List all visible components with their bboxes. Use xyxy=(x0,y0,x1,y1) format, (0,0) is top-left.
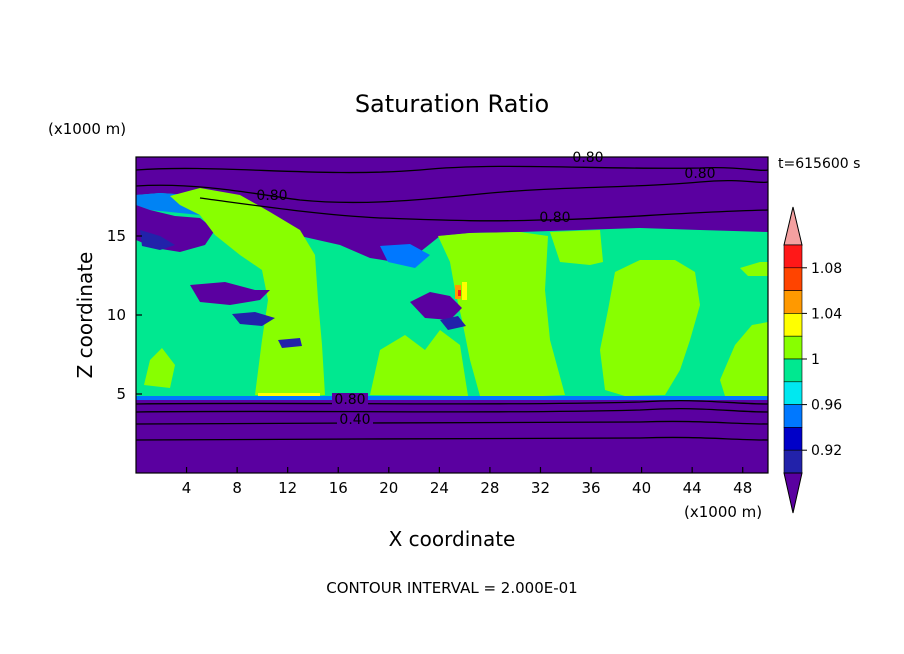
contour-interval-footer: CONTOUR INTERVAL = 2.000E-01 xyxy=(326,579,577,597)
colorbar-band xyxy=(783,335,803,360)
contour-label: 0.80 xyxy=(539,210,570,226)
dry-pocket-6 xyxy=(440,316,466,330)
x-tick-label: 12 xyxy=(278,479,297,497)
x-tick-label: 32 xyxy=(531,479,550,497)
colorbar-band xyxy=(783,427,803,451)
colorbar-band xyxy=(783,290,803,314)
colorbar-tick-label: 1 xyxy=(811,352,820,368)
contour-label: 0.80 xyxy=(334,392,365,408)
x-tick-label: 28 xyxy=(480,479,499,497)
colorbar-tick-label: 1.04 xyxy=(811,306,842,322)
x-axis-label: X coordinate xyxy=(389,527,516,551)
y-tick-label: 5 xyxy=(116,385,126,403)
colorbar-band xyxy=(783,381,803,405)
contour-label: 0.80 xyxy=(572,150,603,166)
cloud-3 xyxy=(550,230,603,265)
dry-pocket-3 xyxy=(232,312,275,326)
contour-label: 0.80 xyxy=(684,166,715,182)
dry-pocket-2 xyxy=(410,292,462,320)
y-axis-ticks: 5 10 15 xyxy=(107,227,142,403)
colorbar-tick-label: 0.92 xyxy=(811,443,842,459)
colorbar-tick-label: 1.08 xyxy=(811,261,842,277)
cloud-8 xyxy=(740,262,768,276)
contour-label-bg xyxy=(332,393,368,407)
colorbar-band xyxy=(783,244,803,269)
y-unit-label: (x1000 m) xyxy=(48,120,126,138)
chart-title: Saturation Ratio xyxy=(355,90,549,118)
x-tick-label: 20 xyxy=(379,479,398,497)
colorbar: 0.92 0.96 1 1.04 1.08 xyxy=(783,206,842,514)
x-tick-label: 44 xyxy=(683,479,702,497)
y-tick-label: 15 xyxy=(107,227,126,245)
time-label: t=615600 s xyxy=(778,156,860,172)
cloud-4 xyxy=(600,260,700,396)
x-tick-label: 16 xyxy=(329,479,348,497)
lower-dry-layer xyxy=(136,398,768,473)
dry-pocket-1 xyxy=(190,282,270,305)
dry-pocket-4 xyxy=(278,338,302,348)
colorbar-band xyxy=(783,404,803,428)
colorbar-band xyxy=(783,313,803,337)
x-tick-label: 8 xyxy=(232,479,242,497)
hotspot-yellow-base xyxy=(258,393,320,397)
y-axis-label: Z coordinate xyxy=(73,252,97,379)
cloud-7 xyxy=(144,348,175,388)
y-tick-label: 10 xyxy=(107,306,126,324)
x-tick-label: 36 xyxy=(581,479,600,497)
x-tick-label: 24 xyxy=(430,479,449,497)
upper-dry-layer xyxy=(136,157,768,262)
contour-label-bg xyxy=(337,413,373,427)
x-tick-label: 48 xyxy=(733,479,752,497)
colorbar-bottom-arrow xyxy=(783,472,803,514)
cloud-6 xyxy=(370,330,468,396)
contour-label: 0.40 xyxy=(339,412,370,428)
cloud-5 xyxy=(720,322,768,396)
colorbar-band xyxy=(783,358,803,383)
contour-labels: 0.80 0.80 0.80 0.80 0.80 0.40 xyxy=(256,150,715,428)
x-unit-label: (x1000 m) xyxy=(684,503,762,521)
colorbar-tick-label: 0.96 xyxy=(811,398,842,414)
plot-area xyxy=(135,157,769,473)
contour-label: 0.80 xyxy=(256,188,287,204)
colorbar-top-arrow xyxy=(783,206,803,246)
colorbar-band xyxy=(783,267,803,291)
hotspot-yellow xyxy=(462,282,467,300)
x-axis-ticks: 4 8 12 16 20 24 28 32 36 40 44 48 xyxy=(182,467,752,497)
lower-transition-band xyxy=(136,396,768,400)
left-dry-blue xyxy=(140,230,175,250)
x-tick-label: 4 xyxy=(182,479,192,497)
cloud-2 xyxy=(438,232,565,397)
contour-lines xyxy=(135,165,769,441)
dry-pocket-5 xyxy=(380,244,430,268)
colorbar-band xyxy=(783,449,803,474)
x-tick-label: 40 xyxy=(632,479,651,497)
hotspot-red xyxy=(458,290,461,296)
